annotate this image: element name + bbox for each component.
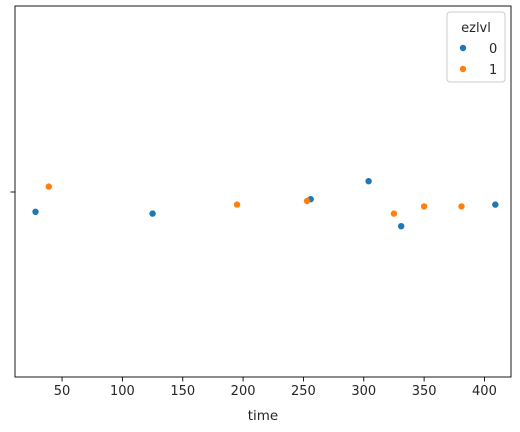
legend-marker-0 — [459, 44, 467, 52]
x-tick-label: 100 — [110, 384, 135, 399]
legend-label-1: 1 — [489, 63, 497, 78]
data-point-ezlvl-1 — [233, 201, 241, 208]
data-point-ezlvl-0 — [397, 223, 405, 230]
axes-frame — [14, 5, 512, 378]
data-point-ezlvl-1 — [458, 203, 465, 210]
data-point-ezlvl-1 — [390, 210, 398, 217]
legend-marker-1 — [459, 65, 467, 73]
data-point-ezlvl-0 — [32, 208, 39, 215]
legend-label-0: 0 — [489, 42, 497, 57]
x-tick-label: 350 — [412, 384, 437, 399]
x-tick-label: 400 — [472, 384, 497, 399]
data-point-ezlvl-1 — [303, 197, 311, 205]
data-point-ezlvl-0 — [365, 178, 372, 185]
data-point-ezlvl-0 — [492, 201, 499, 208]
data-point-ezlvl-1 — [420, 203, 428, 210]
data-points — [32, 178, 499, 230]
x-tick-label: 250 — [291, 384, 316, 399]
data-point-ezlvl-0 — [149, 210, 156, 217]
x-tick-label: 150 — [170, 384, 195, 399]
x-axis-ticks: 50 100 150 200 250 300 350 400 — [54, 377, 497, 399]
x-axis-label: time — [248, 408, 279, 424]
legend: ezlvl 0 1 — [446, 11, 506, 83]
legend-title: ezlvl — [461, 21, 491, 36]
x-tick-label: 300 — [351, 384, 376, 399]
plot-area — [14, 5, 512, 378]
x-tick-label: 50 — [54, 384, 71, 399]
x-tick-label: 200 — [231, 384, 256, 399]
data-point-ezlvl-1 — [45, 183, 52, 190]
legend-frame — [446, 11, 506, 83]
